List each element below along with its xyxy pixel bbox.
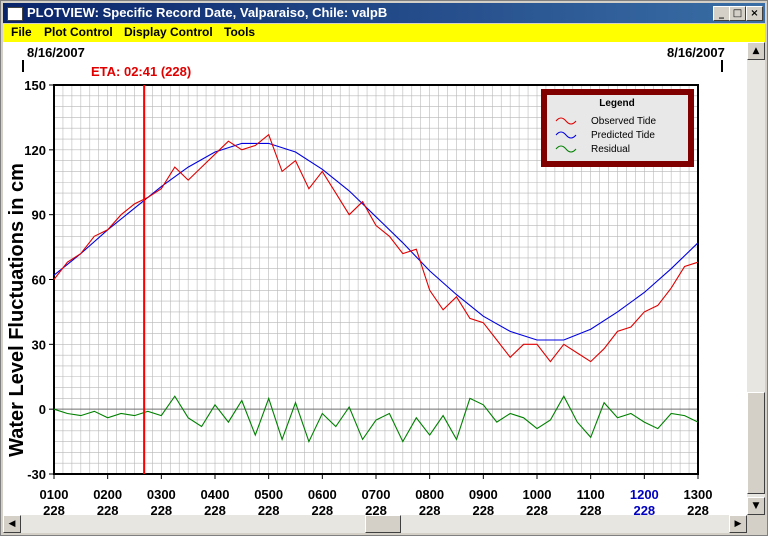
menu-bar: File Plot Control Display Control Tools — [3, 24, 765, 42]
x-tick-time: 0500 — [254, 487, 283, 502]
horizontal-scrollbar[interactable]: ◀ ▶ — [3, 515, 747, 533]
legend: Legend Observed Tide Predicted Tide Resi… — [541, 89, 694, 167]
x-tick-time: 0600 — [308, 487, 337, 502]
scrollbar-corner — [747, 515, 765, 533]
x-tick-time: 0300 — [147, 487, 176, 502]
x-tick-day: 228 — [526, 503, 548, 515]
predicted-tide-line — [53, 142, 699, 341]
x-tick-day: 228 — [311, 503, 333, 515]
x-tick-day: 228 — [43, 503, 65, 515]
title-bar[interactable]: PLOTVIEW: Specific Record Date, Valparai… — [3, 3, 765, 23]
scroll-right-icon[interactable]: ▶ — [729, 515, 747, 533]
close-icon[interactable]: × — [746, 6, 763, 21]
legend-observed-label: Observed Tide — [591, 116, 656, 127]
observed-tide-line — [53, 133, 699, 363]
x-tick-day: 228 — [204, 503, 226, 515]
x-tick-time: 1100 — [577, 487, 605, 502]
y-tick-label: 120 — [24, 143, 46, 158]
x-tick-time: 0100 — [40, 487, 69, 502]
scroll-left-icon[interactable]: ◀ — [3, 515, 21, 533]
x-tick-day: 228 — [580, 503, 602, 515]
legend-box — [547, 95, 688, 161]
x-tick-day: 228 — [365, 503, 387, 515]
x-tick-day: 228 — [472, 503, 494, 515]
x-tick-time: 0200 — [93, 487, 122, 502]
tide-chart: 8/16/2007 8/16/2007 ETA: 02:41 (228) Wat… — [6, 45, 725, 518]
x-tick-time: 1200 — [630, 487, 659, 502]
scroll-down-icon[interactable]: ▼ — [747, 497, 765, 515]
y-tick-label: 150 — [24, 78, 46, 93]
series-layer — [53, 133, 699, 444]
x-tick-day: 228 — [419, 503, 441, 515]
y-tick-label: 30 — [32, 337, 46, 352]
plot-area: 8/16/2007 8/16/2007 ETA: 02:41 (228) Wat… — [3, 42, 747, 518]
x-tick-labels: 0100228020022803002280400228050022806002… — [40, 474, 713, 518]
legend-residual-label: Residual — [591, 144, 630, 155]
legend-predicted-label: Predicted Tide — [591, 130, 655, 141]
maximize-icon[interactable]: □ — [729, 6, 746, 21]
x-tick-time: 0700 — [362, 487, 391, 502]
window-title: PLOTVIEW: Specific Record Date, Valparai… — [27, 5, 388, 20]
x-tick-time: 0400 — [201, 487, 230, 502]
eta-label: ETA: 02:41 (228) — [91, 64, 191, 79]
minimize-icon[interactable]: _ — [713, 6, 730, 21]
x-tick-time: 1000 — [523, 487, 552, 502]
y-tick-labels: 150 120 90 60 30 0 -30 — [24, 78, 54, 482]
y-tick-label: 60 — [32, 273, 46, 288]
y-tick-label: 90 — [32, 208, 46, 223]
date-left: 8/16/2007 — [27, 45, 85, 60]
y-axis-title: Water Level Fluctuations in cm — [6, 163, 28, 457]
legend-residual-swatch — [555, 145, 577, 153]
y-tick-label: -30 — [27, 467, 46, 482]
legend-title: Legend — [599, 98, 635, 109]
x-tick-day: 228 — [150, 503, 172, 515]
y-tick-label: 0 — [39, 402, 46, 417]
x-tick-time: 0900 — [469, 487, 498, 502]
horizontal-scroll-thumb[interactable] — [365, 515, 401, 533]
x-tick-time: 0800 — [415, 487, 444, 502]
date-right: 8/16/2007 — [667, 45, 725, 60]
app-icon — [7, 7, 23, 21]
menu-tools[interactable]: Tools — [224, 25, 256, 39]
menu-display-control[interactable]: Display Control — [124, 25, 213, 39]
residual-line — [53, 395, 699, 444]
x-tick-day: 228 — [258, 503, 280, 515]
scroll-up-icon[interactable]: ▲ — [747, 42, 765, 60]
x-tick-day: 228 — [633, 503, 655, 515]
legend-predicted-swatch — [555, 131, 577, 139]
x-tick-day: 228 — [687, 503, 709, 515]
vertical-scroll-thumb[interactable] — [747, 392, 765, 494]
menu-file[interactable]: File — [11, 25, 32, 39]
x-tick-time: 1300 — [684, 487, 713, 502]
legend-observed-swatch — [555, 117, 577, 125]
menu-plot-control[interactable]: Plot Control — [44, 25, 113, 39]
x-tick-day: 228 — [97, 503, 119, 515]
vertical-scrollbar[interactable]: ▲ ▼ — [747, 42, 765, 515]
